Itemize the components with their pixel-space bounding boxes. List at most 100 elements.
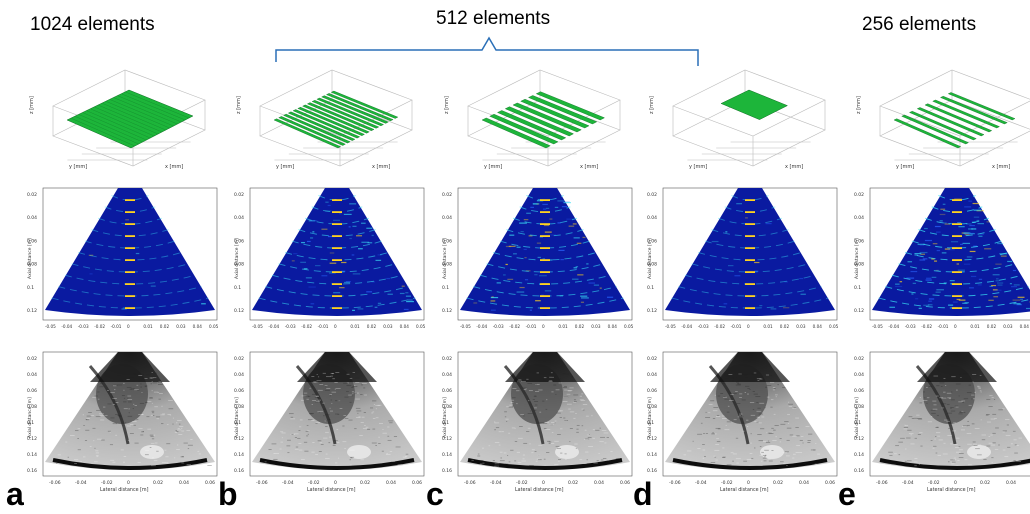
column-letter-a: a (6, 476, 24, 512)
psf-xtick: -0.03 (493, 324, 504, 329)
psf-xtick: 0.03 (1003, 324, 1013, 329)
aperture-y-label: y [mm] (276, 164, 294, 170)
aperture-z-label: z [mm] (236, 96, 242, 114)
psf-xtick: -0.01 (111, 324, 122, 329)
psf-plot-d: 0.02 0.04 0.06 0.08 0.1 0.12 -0.05 -0.04 -0.03 -0… (647, 187, 839, 329)
psf-xtick: -0.02 (94, 324, 105, 329)
psf-xtick: 0.01 (558, 324, 568, 329)
psf-xtick: -0.02 (921, 324, 932, 329)
aperture-y-label: y [mm] (896, 164, 914, 170)
psf-point-target (540, 211, 550, 213)
ultrasound-ytick: 0.04 (647, 372, 657, 378)
psf-sector (252, 188, 422, 316)
aperture-z-label: z [mm] (649, 96, 655, 114)
psf-xtick: 0.02 (780, 324, 790, 329)
psf-point-target (125, 223, 135, 225)
psf-point-target (745, 235, 755, 237)
psf-xtick: 0 (334, 324, 337, 329)
psf-sector (872, 188, 1030, 316)
psf-ytick: 0.08 (442, 262, 452, 268)
psf-point-target (332, 235, 342, 237)
ultrasound-x-label: Lateral distance [m] (720, 487, 769, 493)
psf-ytick: 0.02 (442, 192, 452, 198)
ultrasound-ytick: 0.12 (234, 436, 244, 442)
aperture-stripe (535, 91, 605, 121)
aperture-stripe (321, 95, 389, 124)
ultrasound-xtick: -0.04 (695, 480, 707, 486)
psf-xtick: -0.03 (78, 324, 89, 329)
psf-xtick: -0.01 (526, 324, 537, 329)
ultrasound-xtick: -0.06 (669, 480, 681, 486)
psf-ytick: 0.08 (27, 262, 37, 268)
ultrasound-image-e: 0.02 0.04 0.06 0.08 0.1 0.12 0.14 0.16 -0.06 -0.0… (854, 351, 1030, 493)
psf-point-target (125, 283, 135, 285)
ultrasound-ytick: 0.1 (442, 420, 449, 426)
ultrasound-ytick: 0.16 (234, 468, 244, 474)
ultrasound-ytick: 0.04 (27, 372, 37, 378)
ultrasound-ytick: 0.08 (27, 404, 37, 410)
ultrasound-xtick: 0.06 (620, 480, 630, 486)
ultrasound-xtick: 0.04 (799, 480, 809, 486)
aperture-stripe (330, 90, 399, 119)
psf-plot-e: 0.02 0.04 0.06 0.08 0.1 0.12 -0.05 -0.04 -0.03 -0… (854, 187, 1030, 329)
psf-xtick: 0.03 (383, 324, 393, 329)
ultrasound-ytick: 0.04 (442, 372, 452, 378)
psf-point-target (745, 247, 755, 249)
ultrasound-y-label: Axial distance [m] (647, 397, 653, 438)
psf-point-target (125, 271, 135, 273)
aperture-y-label: y [mm] (689, 164, 707, 170)
psf-point-target (540, 259, 550, 261)
psf-point-target (745, 259, 755, 261)
psf-point-target (952, 199, 962, 201)
psf-point-target (332, 259, 342, 261)
psf-point-target (952, 259, 962, 261)
psf-xtick: 0.01 (763, 324, 773, 329)
aperture-stripe (481, 117, 551, 149)
ultrasound-ytick: 0.02 (234, 356, 244, 362)
psf-y-label: Axial distance [m] (854, 238, 860, 279)
psf-xtick: 0.05 (416, 324, 426, 329)
psf-xtick: 0.03 (591, 324, 601, 329)
psf-xtick: -0.05 (460, 324, 471, 329)
psf-point-target (952, 247, 962, 249)
psf-xtick: -0.01 (731, 324, 742, 329)
aperture-stripe (932, 99, 1000, 129)
psf-point-target (125, 211, 135, 213)
psf-xtick: -0.05 (872, 324, 883, 329)
ultrasound-ytick: 0.16 (647, 468, 657, 474)
psf-xtick: 0 (747, 324, 750, 329)
psf-point-target (952, 307, 962, 309)
psf-point-target (952, 295, 962, 297)
aperture-stripe (940, 95, 1008, 125)
aperture-stripe (512, 102, 582, 133)
psf-ytick: 0.06 (234, 238, 244, 244)
ultrasound-xtick: 0 (542, 480, 545, 486)
aperture-stripe (316, 97, 385, 127)
ultrasound-ytick: 0.08 (647, 404, 657, 410)
ultrasound-y-label: Axial distance [m] (442, 397, 448, 438)
aperture-x-label: x [mm] (992, 164, 1010, 170)
psf-xtick: -0.05 (665, 324, 676, 329)
aperture-stripe (520, 98, 590, 129)
ultrasound-xtick: 0.04 (594, 480, 604, 486)
psf-xtick: -0.04 (888, 324, 899, 329)
psf-point-target (125, 199, 135, 201)
psf-point-target (540, 247, 550, 249)
psf-point-target (332, 271, 342, 273)
ultrasound-ytick: 0.08 (234, 404, 244, 410)
column-letter-b: b (218, 476, 238, 512)
aperture-stripe (283, 113, 351, 144)
column-letter-d: d (633, 476, 653, 512)
psf-point-target (952, 211, 962, 213)
ultrasound-xtick: -0.02 (516, 480, 528, 486)
ultrasound-xtick: -0.04 (75, 480, 87, 486)
ultrasound-image-b: 0.02 0.04 0.06 0.08 0.1 0.12 0.14 0.16 -0.06 -0.0… (234, 351, 425, 493)
ultrasound-xtick: -0.04 (902, 480, 914, 486)
psf-sector (460, 188, 630, 316)
psf-xtick: 0.05 (209, 324, 219, 329)
psf-point-target (125, 295, 135, 297)
ultrasound-xtick: 0 (954, 480, 957, 486)
psf-point-target (332, 307, 342, 309)
column-letter-c: c (426, 476, 444, 512)
psf-xtick: -0.01 (318, 324, 329, 329)
